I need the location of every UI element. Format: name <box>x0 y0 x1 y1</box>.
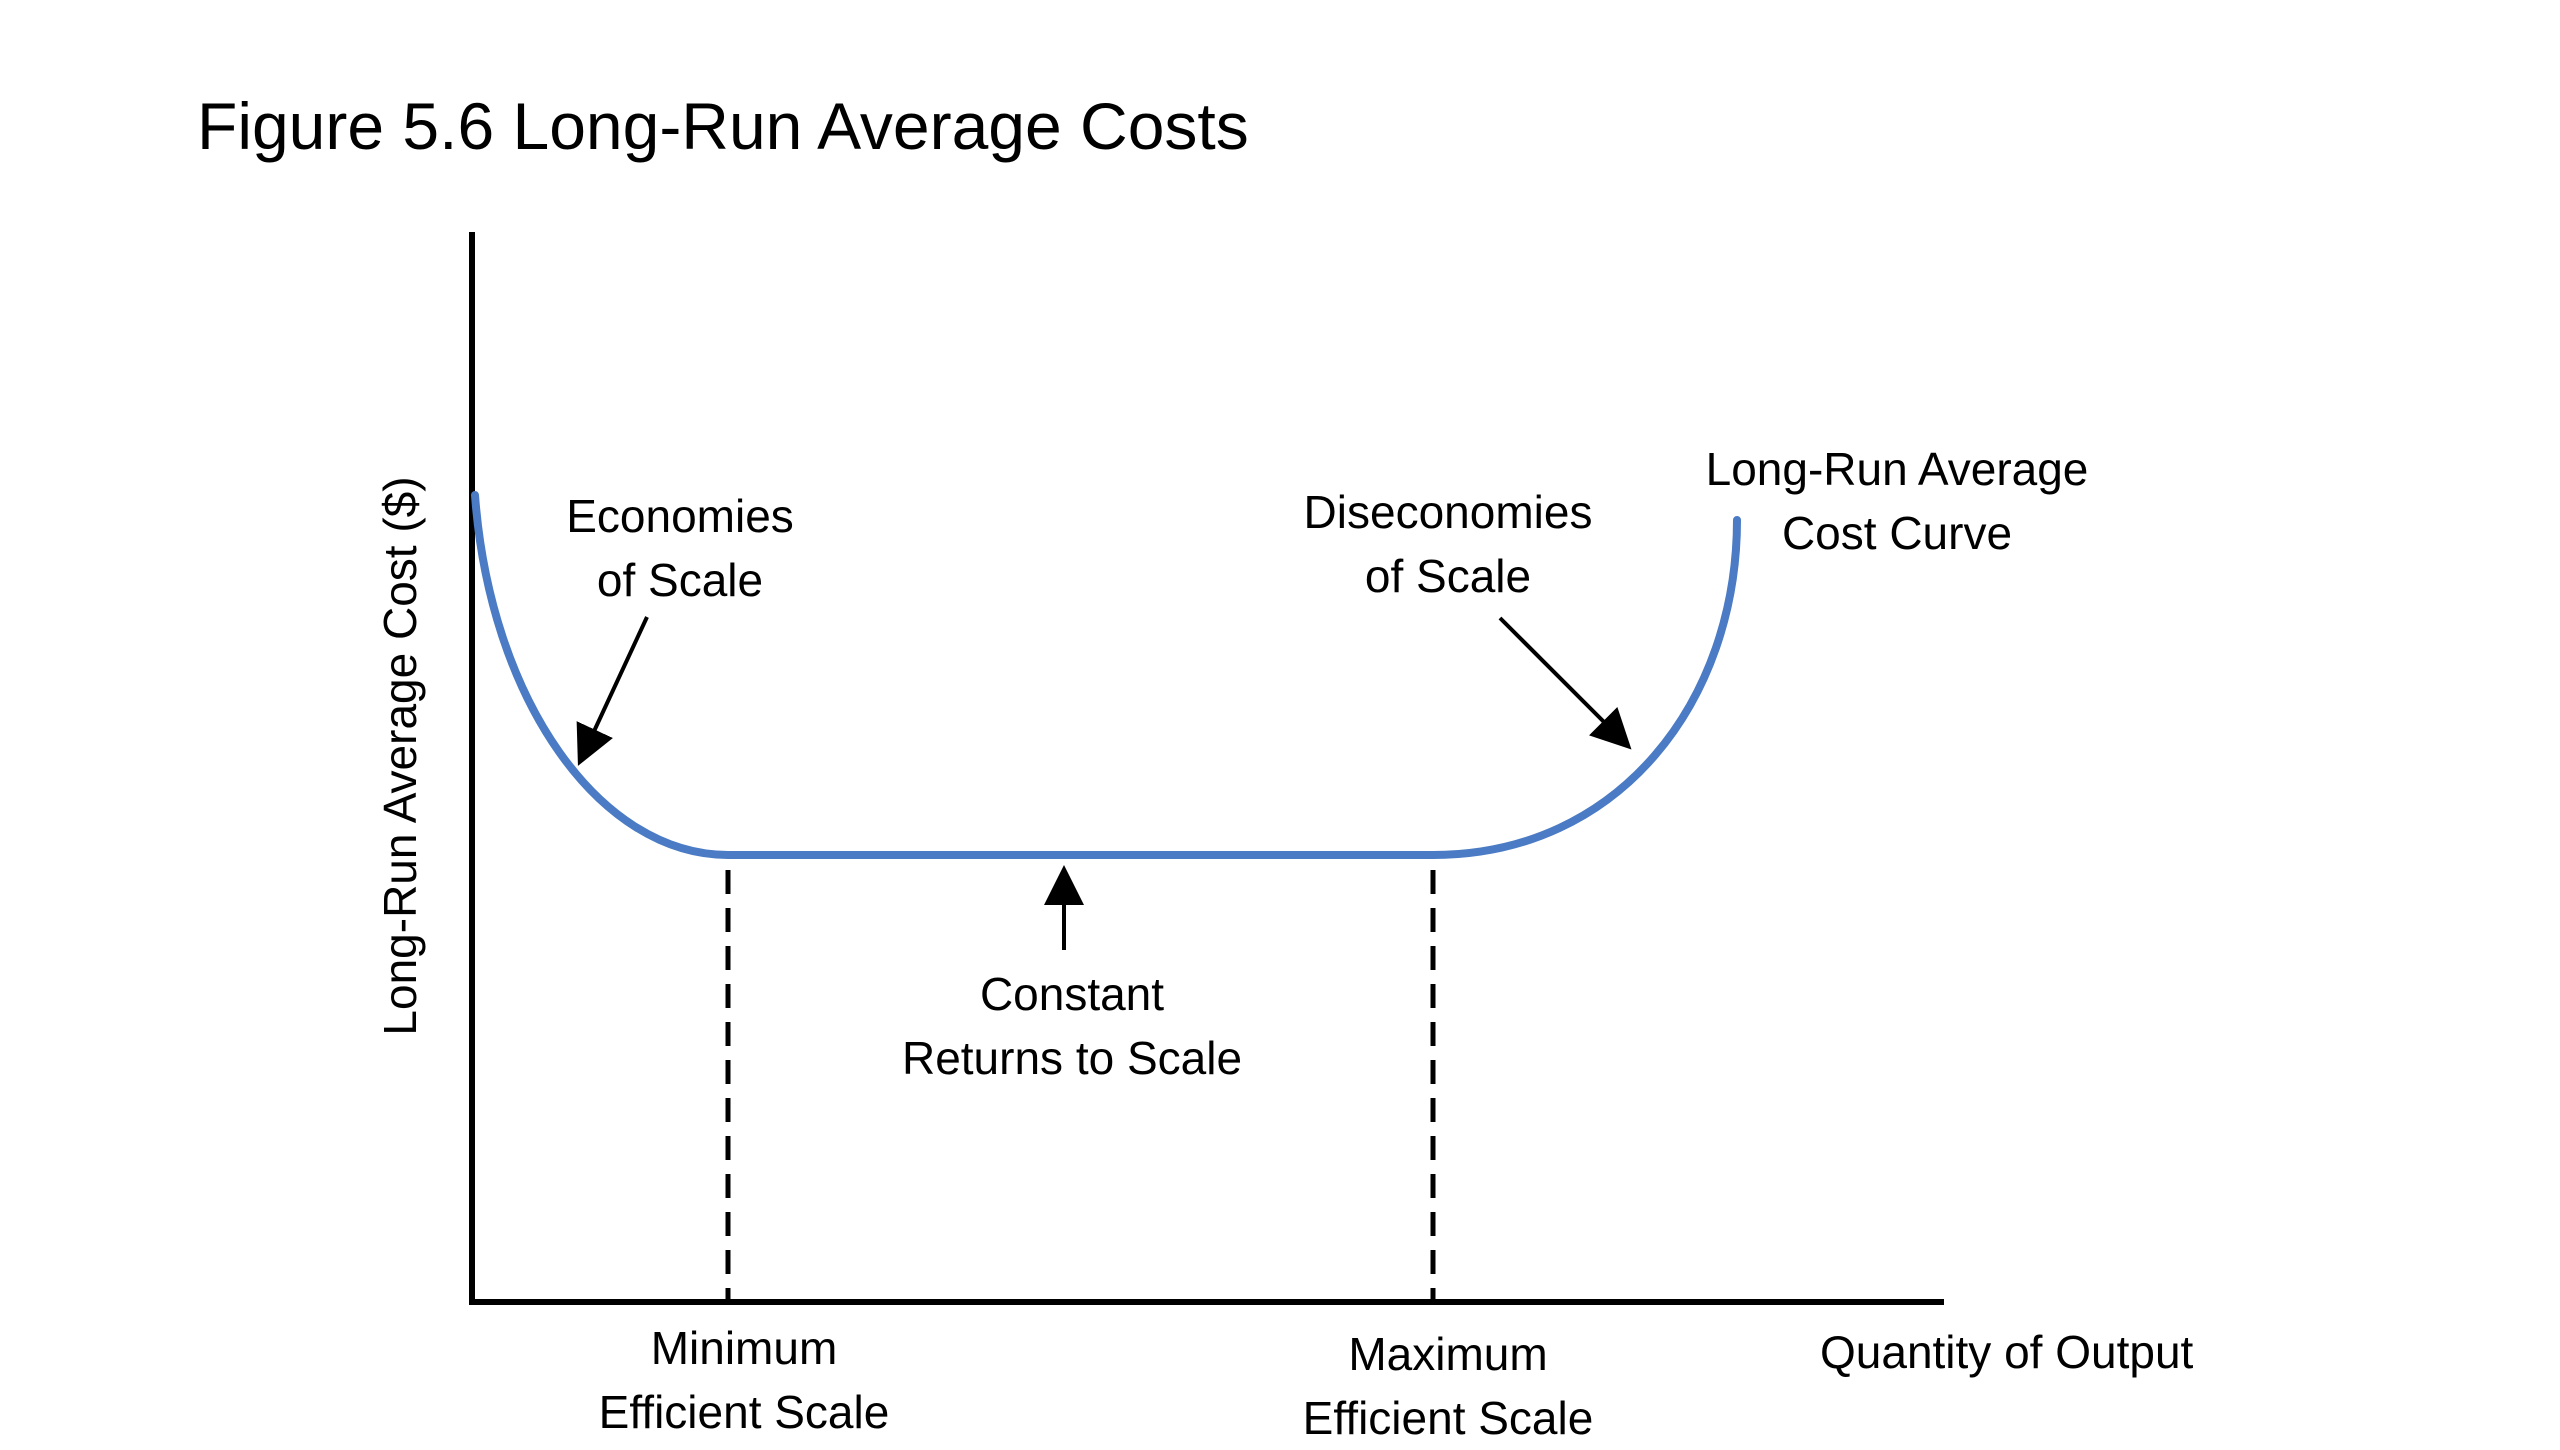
diseconomies-label-line1: Diseconomies <box>1303 486 1593 538</box>
constant-returns-label: Constant Returns to Scale <box>902 962 1242 1090</box>
diseconomies-of-scale-label: Diseconomies of Scale <box>1304 480 1593 608</box>
economies-label-line1: Economies <box>566 490 794 542</box>
minimum-efficient-scale-label: Minimum Efficient Scale <box>599 1316 890 1444</box>
economies-arrow <box>576 616 649 766</box>
min-scale-line2: Efficient Scale <box>598 1386 890 1438</box>
lrac-curve <box>471 491 1741 859</box>
x-axis-label: Quantity of Output <box>1820 1326 2194 1378</box>
max-scale-line2: Efficient Scale <box>1302 1392 1594 1444</box>
y-axis-label: Long-Run Average Cost ($) <box>374 476 426 1036</box>
max-scale-line1: Maximum <box>1348 1328 1548 1380</box>
curve-name-label: Long-Run Average Cost Curve <box>1706 437 2089 565</box>
economies-label-line2: of Scale <box>596 554 764 606</box>
diseconomies-label-line2: of Scale <box>1364 550 1532 602</box>
min-scale-line1: Minimum <box>650 1322 838 1374</box>
maximum-efficient-scale-label: Maximum Efficient Scale <box>1303 1322 1594 1450</box>
constant-label-line1: Constant <box>979 968 1165 1020</box>
economies-of-scale-label: Economies of Scale <box>566 484 794 612</box>
curve-name-line2: Cost Curve <box>1781 507 2013 559</box>
curve-name-line1: Long-Run Average <box>1705 443 2089 495</box>
figure-title: Figure 5.6 Long-Run Average Costs <box>197 89 1249 163</box>
diseconomies-arrow <box>1498 616 1632 750</box>
constant-label-line2: Returns to Scale <box>901 1032 1243 1084</box>
